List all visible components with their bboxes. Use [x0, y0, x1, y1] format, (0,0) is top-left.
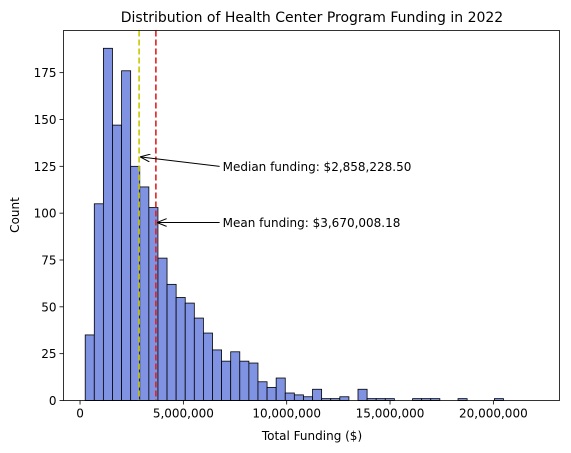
histogram-bar: [157, 257, 168, 401]
annotation-arrow: [141, 157, 220, 167]
x-tick-label: 15,000,000: [356, 407, 425, 421]
annotation-label: Median funding: $2,858,228.50: [223, 160, 412, 174]
histogram-bars: [84, 47, 504, 401]
y-axis-label: Count: [8, 197, 22, 233]
histogram-bar: [93, 203, 104, 401]
histogram-bar: [230, 351, 241, 401]
x-tick-label: 0: [76, 407, 84, 421]
histogram-bar: [312, 388, 323, 401]
annotation-label: Mean funding: $3,670,008.18: [223, 216, 401, 230]
y-tick-label: 100: [34, 207, 57, 221]
histogram-bar: [112, 124, 122, 401]
histogram-bar: [275, 377, 286, 401]
histogram-bar: [102, 47, 113, 401]
histogram-bar: [293, 394, 304, 401]
y-tick-label: 0: [49, 394, 57, 408]
reference-lines: [138, 30, 157, 401]
histogram-bar: [212, 349, 223, 401]
histogram-bar: [339, 396, 350, 401]
histogram-bar: [239, 360, 250, 401]
histogram-bar: [84, 334, 95, 401]
histogram-bar: [257, 381, 268, 401]
histogram-bar: [357, 388, 368, 401]
histogram-bar: [284, 392, 295, 401]
histogram-bar: [203, 332, 213, 401]
y-axis-ticks: 0 25 50 75 100 125 150 175: [34, 66, 64, 408]
histogram-bar: [303, 396, 313, 401]
y-tick-label: 50: [41, 300, 56, 314]
histogram-bar: [248, 362, 259, 401]
histogram-bar: [184, 302, 195, 401]
histogram-bar: [139, 186, 150, 401]
y-tick-label: 150: [34, 113, 57, 127]
histogram-bar: [166, 283, 177, 401]
plot-frame: [63, 30, 560, 401]
x-tick-label: 20,000,000: [459, 407, 528, 421]
x-axis-ticks: 0 5,000,000 10,000,000 15,000,000 20,000,000: [76, 400, 528, 421]
y-tick-label: 175: [34, 66, 57, 80]
x-tick-label: 5,000,000: [153, 407, 214, 421]
x-tick-label: 10,000,000: [252, 407, 321, 421]
histogram-bar: [221, 360, 232, 401]
y-tick-label: 25: [41, 347, 56, 361]
annotations: Median funding: $2,858,228.50 Mean fundin…: [141, 157, 411, 230]
histogram-bar: [266, 386, 277, 401]
histogram-bar: [193, 317, 204, 401]
y-tick-label: 75: [41, 253, 56, 267]
y-tick-label: 125: [34, 160, 57, 174]
chart-title: Distribution of Health Center Program Fu…: [121, 10, 503, 26]
histogram-bar: [175, 297, 186, 401]
histogram-bar: [121, 70, 132, 401]
x-axis-label: Total Funding ($): [261, 429, 362, 443]
